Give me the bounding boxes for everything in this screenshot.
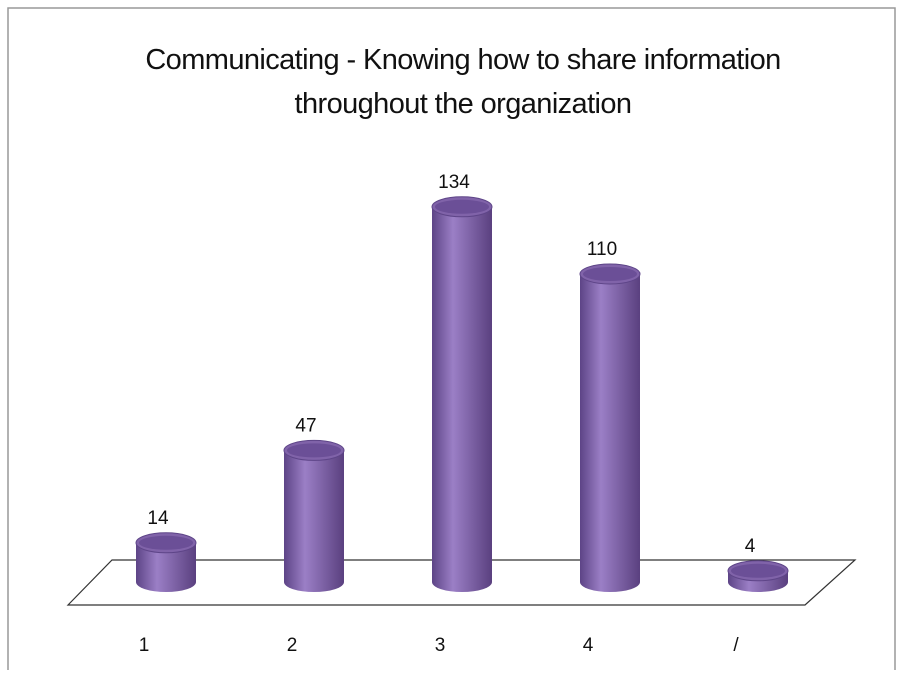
x-tick-label: 2 bbox=[287, 635, 298, 656]
chart-border bbox=[7, 7, 896, 670]
x-tick-label: / bbox=[733, 635, 739, 656]
data-label: 4 bbox=[745, 536, 756, 557]
data-label: 134 bbox=[438, 172, 470, 193]
chart-title: Communicating - Knowing how to share inf… bbox=[145, 44, 781, 120]
data-label: 14 bbox=[147, 508, 169, 529]
data-label: 47 bbox=[295, 415, 316, 436]
x-tick-label: 4 bbox=[583, 635, 594, 656]
bar bbox=[284, 450, 344, 592]
bar bbox=[580, 274, 640, 592]
data-label: 110 bbox=[587, 239, 617, 260]
bar-top-shade bbox=[583, 267, 637, 281]
bar-top-shade bbox=[731, 563, 785, 578]
bar bbox=[432, 206, 492, 593]
bar bbox=[136, 542, 196, 592]
bar-top-shade bbox=[287, 443, 341, 458]
bar-top-shade bbox=[139, 535, 193, 550]
x-tick-label: 3 bbox=[435, 635, 446, 656]
bar-top-shade bbox=[435, 199, 489, 214]
x-tick-label: 1 bbox=[139, 635, 150, 656]
